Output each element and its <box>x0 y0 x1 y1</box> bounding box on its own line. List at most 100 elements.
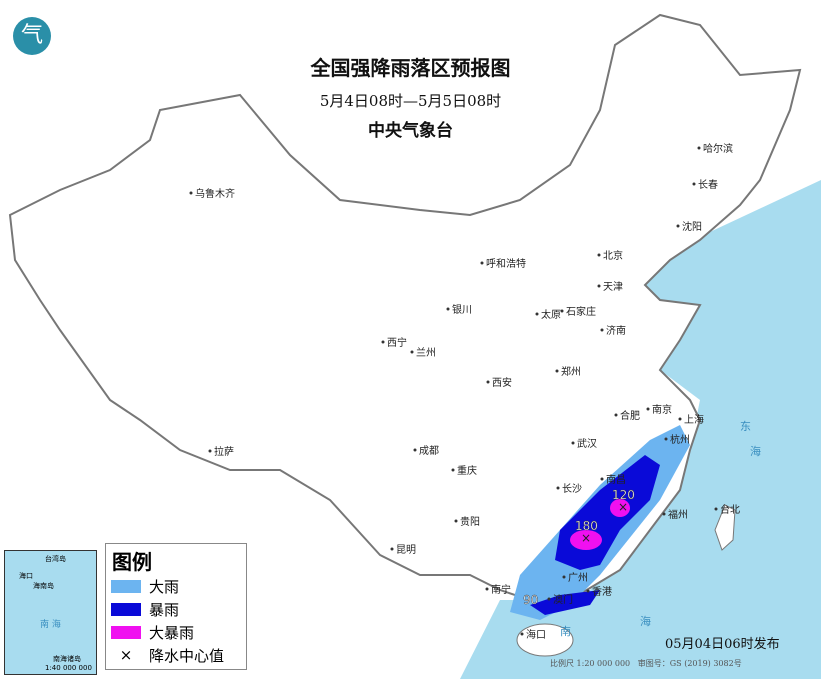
legend-item-heavy-rainstorm: 大暴雨 <box>111 621 246 644</box>
city-dot <box>664 437 668 441</box>
sea-label: 海 <box>750 444 761 458</box>
legend: 图例 大雨 暴雨 大暴雨 × 降水中心值 <box>105 543 247 670</box>
legend-label: 大暴雨 <box>149 624 195 642</box>
inset-haikou: 海口 <box>19 572 33 580</box>
city-label: 台北 <box>720 503 740 516</box>
cma-logo: 气 <box>13 17 51 55</box>
city-dot <box>413 448 417 452</box>
city-label: 西安 <box>492 376 512 389</box>
city-dot <box>486 380 490 384</box>
legend-item-rainstorm: 暴雨 <box>111 598 246 621</box>
heavy-rainstorm-area <box>570 530 602 550</box>
city-dot <box>485 587 489 591</box>
publish-time: 05月04日06时发布 <box>665 637 780 652</box>
city-label: 石家庄 <box>566 305 596 318</box>
city-dot <box>454 519 458 523</box>
city-label: 海口 <box>526 628 546 641</box>
city-dot <box>547 597 551 601</box>
south-china-sea-inset: 台湾岛 海口 海南岛 南 海 南海诸岛 1:40 000 000 <box>4 550 97 675</box>
city-dot <box>600 328 604 332</box>
rainstorm-area <box>530 590 600 615</box>
inset-scale: 1:40 000 000 <box>45 664 92 672</box>
city-dot <box>571 441 575 445</box>
heavy-rainstorm-area <box>610 499 630 517</box>
city-dot <box>562 575 566 579</box>
city-label: 福州 <box>668 508 688 521</box>
city-dot <box>535 312 539 316</box>
map-number: 审图号：GS (2019) 3082号 <box>637 659 742 668</box>
city-dot <box>597 253 601 257</box>
city-dot <box>714 507 718 511</box>
city-label: 广州 <box>568 572 588 584</box>
city-label: 北京 <box>603 249 623 262</box>
forecast-period: 5月4日08时—5月5日08时 <box>319 92 502 110</box>
city-label: 长沙 <box>562 483 582 495</box>
legend-label: 降水中心值 <box>149 647 225 665</box>
scale-text: 比例尺 1:20 000 000 <box>550 659 631 668</box>
city-dot <box>480 261 484 265</box>
precip-center-cross-icon: × <box>581 531 591 545</box>
precip-center-value: 90 <box>523 593 538 607</box>
taiwan-island <box>714 504 736 551</box>
city-label: 南昌 <box>606 473 626 486</box>
precip-center-value: 180 <box>575 519 598 533</box>
inset-sea: 南 海 <box>40 620 61 630</box>
issuer: 中央气象台 <box>368 121 453 141</box>
city-label: 杭州 <box>670 433 690 446</box>
city-label: 贵阳 <box>460 515 480 528</box>
sea-label: 海 <box>640 614 651 628</box>
city-label: 上海 <box>684 413 704 426</box>
city-label: 成都 <box>419 445 439 457</box>
city-label: 长春 <box>698 179 718 191</box>
city-dot <box>381 340 385 344</box>
city-dot <box>560 309 564 313</box>
city-dot <box>678 417 682 421</box>
legend-item-heavy-rain: 大雨 <box>111 575 246 598</box>
sea-label: 东 <box>740 420 751 433</box>
city-label: 昆明 <box>396 544 416 556</box>
legend-label: 大雨 <box>149 578 180 596</box>
city-dot <box>208 449 212 453</box>
city-label: 乌鲁木齐 <box>195 187 235 200</box>
city-dot <box>614 413 618 417</box>
precip-center-cross-icon: × <box>618 500 628 514</box>
city-label: 合肥 <box>620 409 640 422</box>
city-dot <box>189 191 193 195</box>
city-label: 郑州 <box>561 365 581 378</box>
city-dot <box>586 589 590 593</box>
footer-scale: 比例尺 1:20 000 000 审图号：GS (2019) 3082号 <box>550 658 742 669</box>
city-dot <box>556 486 560 490</box>
city-label: 太原 <box>541 308 561 321</box>
city-dot <box>555 369 559 373</box>
swatch <box>111 580 141 593</box>
city-dot <box>692 182 696 186</box>
city-dot <box>390 547 394 551</box>
city-label: 济南 <box>606 324 626 337</box>
logo-glyph: 气 <box>20 23 43 48</box>
city-label: 澳门 <box>553 593 573 606</box>
city-dot <box>446 307 450 311</box>
swatch <box>111 603 141 616</box>
inset-taiwan: 台湾岛 <box>45 555 66 563</box>
city-label: 呼和浩特 <box>486 258 526 270</box>
city-dot <box>646 407 650 411</box>
city-label: 兰州 <box>416 346 436 359</box>
city-label: 南京 <box>652 403 672 416</box>
city-dot <box>662 512 666 516</box>
sea <box>460 180 821 679</box>
city-dot <box>697 146 701 150</box>
legend-title: 图例 <box>112 550 152 574</box>
city-label: 银川 <box>452 303 472 316</box>
city-dot <box>451 468 455 472</box>
city-label: 沈阳 <box>682 220 702 233</box>
inset-islands: 南海诸岛 <box>53 655 81 663</box>
china-outline <box>8 13 802 601</box>
map-title: 全国强降雨落区预报图 <box>310 56 511 80</box>
city-label: 重庆 <box>457 464 477 477</box>
city-dot <box>410 350 414 354</box>
city-dot <box>597 284 601 288</box>
city-label: 天津 <box>603 281 623 293</box>
precip-center-value: 120 <box>612 488 635 502</box>
city-dot <box>600 477 604 481</box>
